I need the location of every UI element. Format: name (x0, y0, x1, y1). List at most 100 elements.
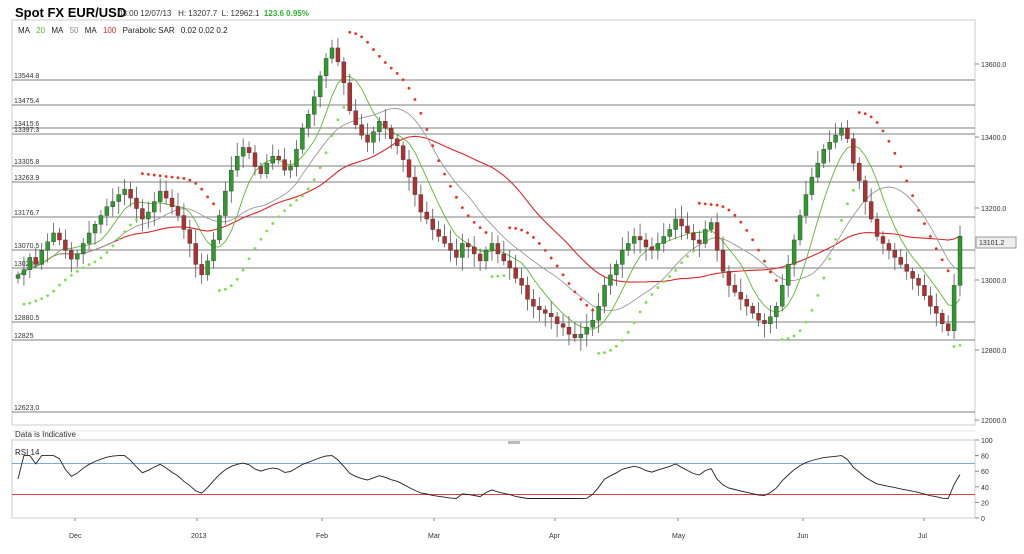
price-level-label: 13415.6 (14, 121, 39, 128)
sar-dot (603, 351, 606, 355)
sar-dot (691, 249, 695, 253)
sar-dot (366, 40, 369, 44)
sar-dot (253, 247, 257, 250)
sar-dot (105, 251, 109, 254)
candle-body (436, 229, 441, 237)
sar-dot (484, 231, 488, 234)
candle-body (51, 232, 56, 242)
sar-dot (58, 283, 61, 287)
sar-dot (591, 308, 595, 312)
sar-dot (318, 166, 322, 170)
candle-body (560, 323, 566, 328)
sar-dot (774, 279, 778, 282)
sar-dot (502, 274, 506, 278)
candle-body (898, 257, 903, 265)
candle-body (377, 121, 382, 132)
candle-body (27, 257, 33, 270)
candle-body (359, 124, 364, 136)
candle-body (223, 190, 228, 216)
candle-body (590, 320, 595, 328)
x-tick-label: May (672, 533, 686, 540)
sar-dot (496, 274, 500, 278)
candle-body (525, 285, 530, 300)
rsi-tick-label: 80 (981, 454, 989, 461)
candle-body (69, 250, 74, 260)
price-panel-frame (11, 19, 976, 426)
sar-dot (312, 178, 316, 182)
x-tick-label: Mar (428, 533, 441, 540)
sar-dot (620, 339, 624, 342)
sar-dot (597, 352, 601, 355)
candle-body (341, 61, 347, 84)
sar-dot (733, 213, 737, 217)
candle-body (797, 215, 803, 241)
sar-dot (520, 228, 523, 232)
candle-body (839, 128, 844, 136)
ma50-value: 50 (69, 26, 79, 35)
sar-dot (449, 184, 452, 188)
sar-dot (780, 338, 784, 341)
candle-body (951, 285, 957, 331)
sar-dot (425, 128, 429, 131)
candle-body (134, 197, 139, 209)
candle-body (217, 215, 222, 241)
sar-dot (887, 139, 891, 143)
price-level-label: 12880.5 (14, 315, 39, 322)
quote-time: 03:00 12/07/13 (118, 9, 172, 18)
data-note: Data is Indicative (15, 430, 76, 439)
ma100-label: MA (84, 26, 97, 35)
sar-dot (686, 255, 689, 258)
candle-body (92, 224, 98, 234)
sar-values: 0.02 0.02 0.2 (180, 26, 228, 35)
candle-body (785, 264, 791, 286)
sar-dot (383, 61, 387, 64)
candle-body (620, 250, 625, 265)
candle-body (809, 176, 815, 195)
candle-body (483, 250, 489, 262)
candle-body (430, 218, 435, 230)
candle-body (199, 264, 204, 276)
candle-body (365, 135, 370, 143)
candle-body (868, 201, 874, 220)
candle-body (187, 229, 193, 244)
sar-dot (786, 337, 790, 340)
candle-body (258, 166, 264, 174)
sar-dot (324, 151, 328, 155)
sar-dot (407, 86, 411, 90)
candle-body (15, 274, 21, 279)
y-tick-label: 13200.0 (981, 206, 1006, 213)
sar-dot (934, 247, 938, 250)
candle-body (335, 47, 341, 63)
candle-body (738, 292, 743, 300)
sar-dot (460, 206, 464, 209)
sar-dot (585, 303, 589, 307)
sar-dot (283, 209, 287, 213)
sar-dot (709, 203, 713, 206)
candle-body (466, 243, 471, 248)
x-tick-label: Jun (797, 533, 808, 540)
candle-body (744, 299, 749, 307)
candle-body (300, 128, 305, 150)
candle-body (892, 250, 898, 258)
sar-dot (638, 310, 642, 314)
sar-dot (401, 78, 405, 82)
candle-body (371, 131, 376, 143)
sar-dot (816, 293, 820, 297)
sar-dot (389, 66, 393, 70)
candle-body (86, 232, 92, 244)
price-level-label: 13544.8 (14, 73, 39, 80)
sar-dot (176, 176, 180, 180)
candle-body (661, 236, 666, 244)
sar-dot (828, 257, 832, 261)
sar-dot (235, 277, 239, 281)
sar-dot (911, 194, 915, 198)
indicator-legend: MA 20 MA 50 MA 100 Parabolic SAR 0.02 0.… (18, 26, 232, 35)
current-price-tag (975, 236, 1017, 249)
sar-dot (377, 54, 381, 58)
sar-dot (662, 280, 666, 284)
sar-dot (170, 175, 174, 179)
candle-body (323, 58, 329, 77)
candle-body (679, 218, 684, 227)
candle-body (122, 189, 127, 195)
